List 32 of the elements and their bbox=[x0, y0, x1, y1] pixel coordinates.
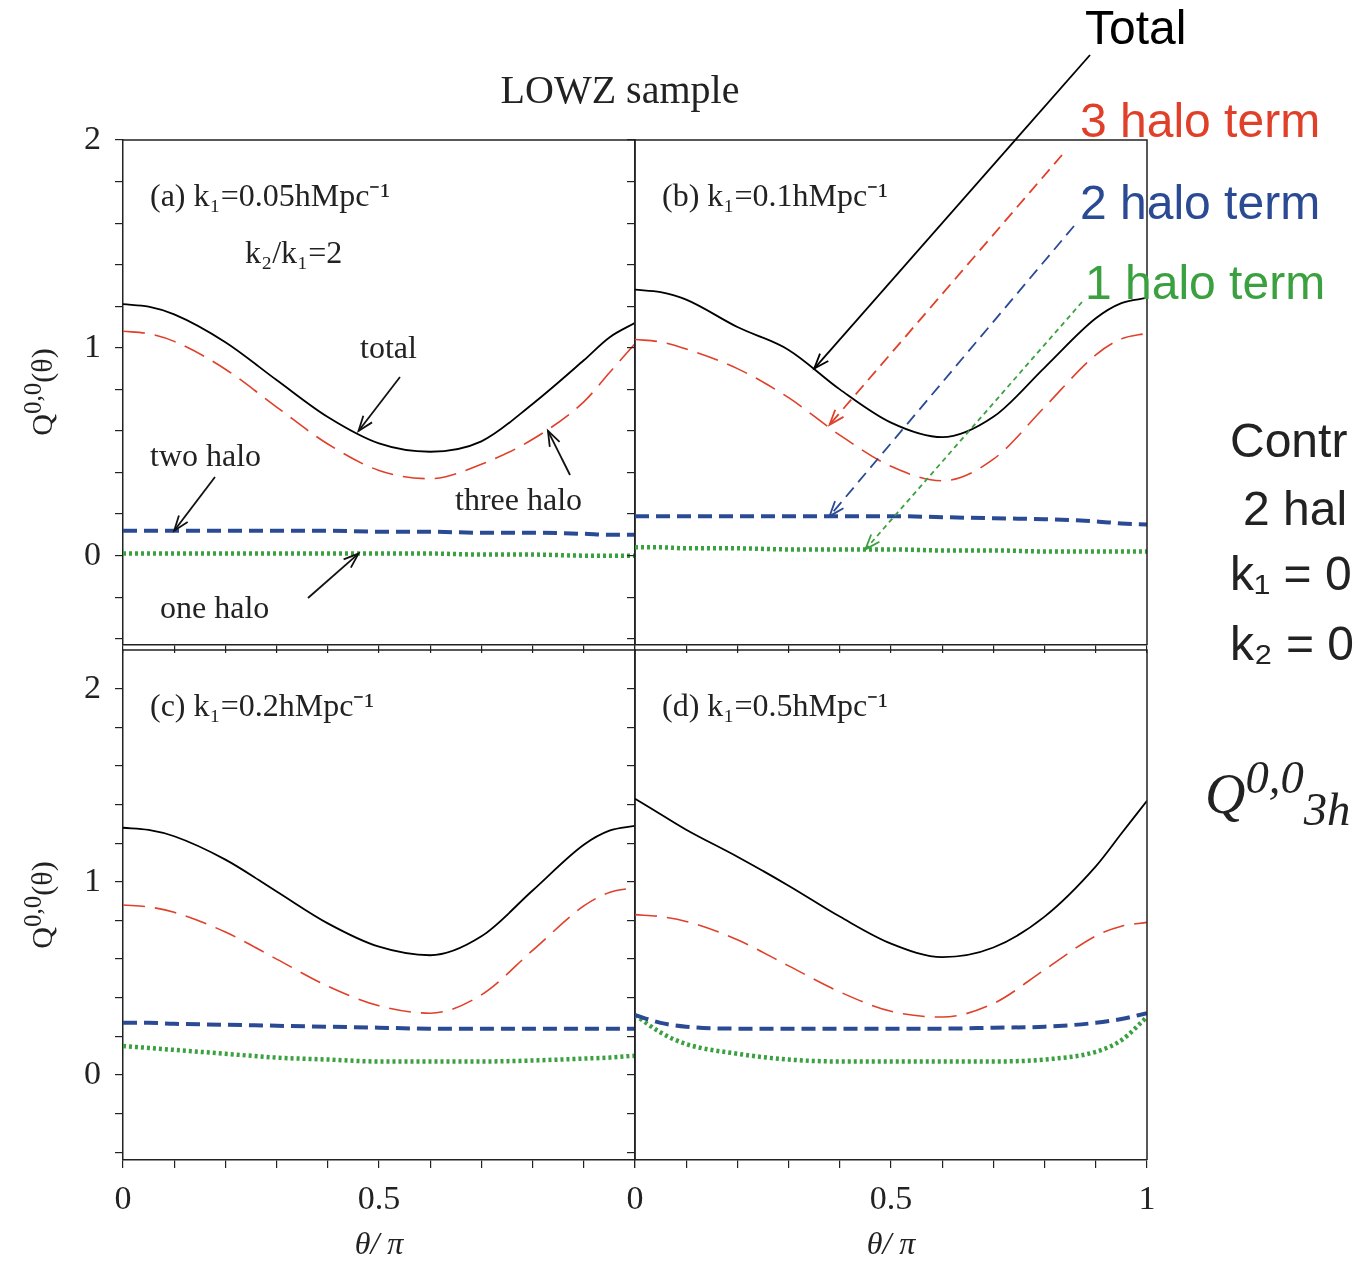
x-tick-label: 1 bbox=[1138, 1179, 1156, 1217]
annotation: one halo bbox=[160, 589, 270, 626]
text: k₂ = 0 bbox=[1230, 617, 1355, 671]
y-tick-label: 0 bbox=[84, 1053, 101, 1091]
annotation: 3 halo term bbox=[1080, 94, 1321, 148]
annotation: k₂/k₁=2 bbox=[245, 234, 343, 271]
annotation: total bbox=[360, 329, 417, 366]
y-tick-label: 2 bbox=[84, 667, 101, 705]
y-tick-label: 2 bbox=[84, 118, 101, 156]
y-tick-label: 1 bbox=[84, 326, 101, 364]
x-tick-label: 0 bbox=[114, 1179, 132, 1217]
line-series bbox=[123, 330, 635, 480]
text: k₁ = 0 bbox=[1230, 547, 1352, 601]
annotation: two halo bbox=[150, 437, 262, 474]
line-series bbox=[123, 1043, 635, 1064]
x-tick-label: 0.5 bbox=[869, 1179, 913, 1217]
x-tick-label: 0.5 bbox=[357, 1179, 401, 1217]
y-tick-label: 1 bbox=[84, 860, 101, 898]
x-tick-label: 0 bbox=[626, 1179, 644, 1217]
chart-title: LOWZ sample bbox=[500, 67, 740, 112]
annotation: (c) k₁=0.2hMpc⁻¹ bbox=[150, 687, 374, 724]
annotation: Total bbox=[1085, 1, 1187, 55]
text: 2 hal bbox=[1243, 482, 1348, 536]
x-axis-title: θ/ π bbox=[866, 1225, 917, 1262]
annotation: (a) k₁=0.05hMpc⁻¹ bbox=[150, 177, 390, 214]
text: Contr bbox=[1230, 414, 1348, 468]
annotation: (d) k₁=0.5hMpc⁻¹ bbox=[662, 687, 888, 724]
annotation: three halo bbox=[455, 481, 583, 518]
line-series bbox=[123, 824, 635, 957]
annotation: (b) k₁=0.1hMpc⁻¹ bbox=[662, 177, 888, 214]
y-tick-label: 0 bbox=[84, 534, 101, 572]
x-axis-title: θ/ π bbox=[354, 1225, 405, 1262]
